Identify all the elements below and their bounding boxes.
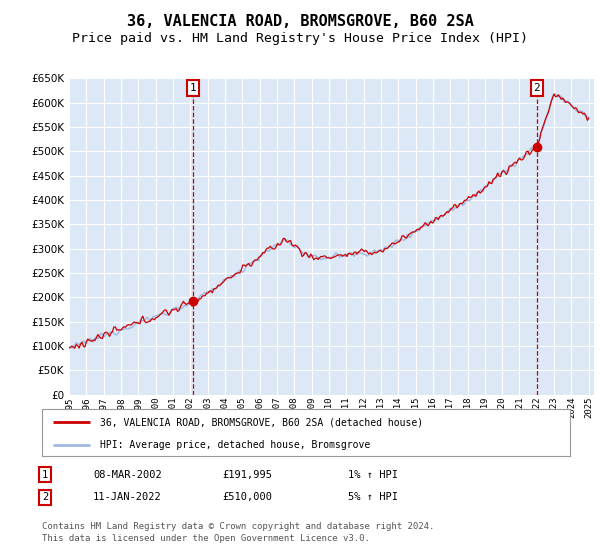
Text: Contains HM Land Registry data © Crown copyright and database right 2024.
This d: Contains HM Land Registry data © Crown c… [42,522,434,543]
Text: 36, VALENCIA ROAD, BROMSGROVE, B60 2SA: 36, VALENCIA ROAD, BROMSGROVE, B60 2SA [127,14,473,29]
Text: HPI: Average price, detached house, Bromsgrove: HPI: Average price, detached house, Brom… [100,440,370,450]
Text: 2: 2 [533,83,540,93]
Text: £191,995: £191,995 [222,470,272,480]
Text: 1% ↑ HPI: 1% ↑ HPI [348,470,398,480]
Text: 2: 2 [42,492,48,502]
Text: 11-JAN-2022: 11-JAN-2022 [93,492,162,502]
Text: 08-MAR-2002: 08-MAR-2002 [93,470,162,480]
Text: 36, VALENCIA ROAD, BROMSGROVE, B60 2SA (detached house): 36, VALENCIA ROAD, BROMSGROVE, B60 2SA (… [100,417,423,427]
Text: Price paid vs. HM Land Registry's House Price Index (HPI): Price paid vs. HM Land Registry's House … [72,32,528,45]
Text: £510,000: £510,000 [222,492,272,502]
Text: 1: 1 [190,83,197,93]
Text: 1: 1 [42,470,48,480]
Text: 5% ↑ HPI: 5% ↑ HPI [348,492,398,502]
